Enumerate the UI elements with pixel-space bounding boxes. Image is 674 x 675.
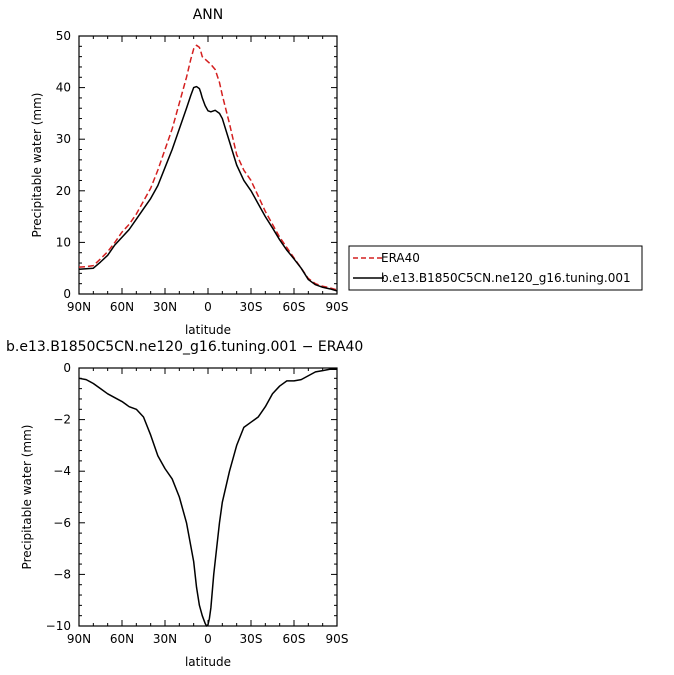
chart-bottom-ytick-label: −10	[46, 619, 71, 633]
chart-bottom-ytick-label: −8	[53, 567, 71, 581]
chart-bottom-series	[78, 368, 337, 627]
chart-top-series-line-0	[78, 44, 338, 291]
chart-bottom-xtick-label: 0	[204, 632, 212, 646]
chart-top-xtick-label: 30N	[153, 300, 177, 314]
chart-top-ytick-label: 40	[56, 81, 71, 95]
legend-label-era40: ERA40	[381, 251, 420, 265]
chart-top-title: ANN	[193, 7, 224, 23]
chart-bottom-ytick-label: −6	[53, 516, 71, 530]
legend-label-model: b.e13.B1850C5CN.ne120_g16.tuning.001	[381, 271, 631, 285]
chart-bottom-xtick-label: 90N	[67, 632, 91, 646]
chart-top-ytick-label: 10	[56, 235, 71, 249]
chart-bottom-plot-frame	[78, 367, 338, 627]
chart-top-ytick-label: 30	[56, 132, 71, 146]
chart-top-xtick-label: 60N	[110, 300, 134, 314]
chart-bottom-xtick-label: 90S	[326, 632, 349, 646]
chart-top-xtick-label: 0	[204, 300, 212, 314]
chart-bottom-ticks: 90N 60N 30N 0 30S 60S 90S 0 −2 −4 −6 −8 −10	[46, 361, 349, 646]
chart-top-ylabel: Precipitable water (mm)	[30, 93, 44, 238]
chart-bottom-ylabel: Precipitable water (mm)	[20, 425, 34, 570]
chart-bottom-xtick-label: 60N	[110, 632, 134, 646]
chart-bottom-ytick-label: −4	[53, 464, 71, 478]
chart-bottom-series-line-0	[78, 368, 337, 627]
chart-bottom-xtick-label: 60S	[283, 632, 306, 646]
legend-box	[348, 245, 643, 291]
chart-bottom-xtick-label: 30S	[240, 632, 263, 646]
chart-bottom-ytick-label: −2	[53, 413, 71, 427]
chart-bottom: b.e13.B1850C5CN.ne120_g16.tuning.001 − E…	[6, 339, 363, 669]
chart-top-xlabel: latitude	[185, 323, 231, 337]
chart-bottom-xlabel: latitude	[185, 655, 231, 669]
chart-bottom-xtick-label: 30N	[153, 632, 177, 646]
chart-bottom-ytick-label: 0	[63, 361, 71, 375]
chart-top-ytick-label: 50	[56, 29, 71, 43]
chart-top-ytick-label: 20	[56, 184, 71, 198]
legend: ERA40 b.e13.B1850C5CN.ne120_g16.tuning.0…	[348, 245, 643, 291]
chart-top-xtick-label: 60S	[283, 300, 306, 314]
chart-top: ANN Precipitable water (mm) latitude 90N…	[30, 7, 348, 337]
chart-top-ytick-label: 0	[63, 287, 71, 301]
chart-top-xtick-label: 90S	[326, 300, 349, 314]
chart-top-xtick-label: 90N	[67, 300, 91, 314]
chart-bottom-title: b.e13.B1850C5CN.ne120_g16.tuning.001 − E…	[6, 339, 363, 355]
chart-top-series	[78, 44, 338, 292]
chart-top-xtick-label: 30S	[240, 300, 263, 314]
chart-top-series-line-1	[78, 85, 338, 292]
chart-top-plot-frame	[78, 35, 338, 295]
chart-top-ticks: 90N 60N 30N 0 30S 60S 90S 0 10 20 30 40 50	[56, 29, 349, 314]
